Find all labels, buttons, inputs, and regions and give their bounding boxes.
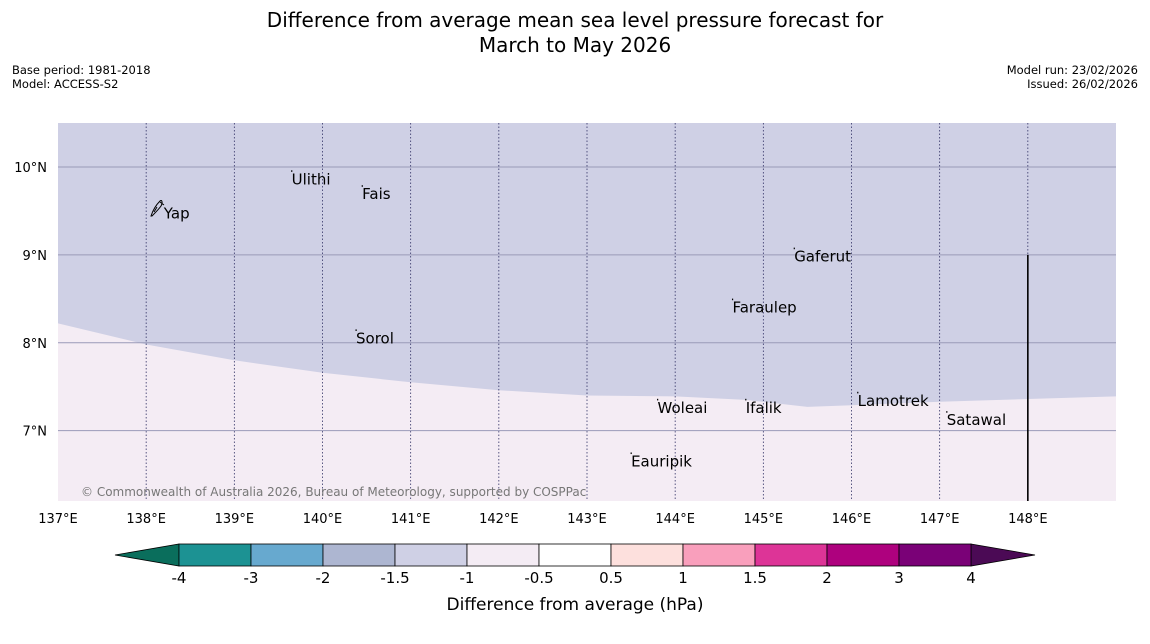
x-tick-label: 143°E [567,512,607,527]
island-marker [745,398,747,401]
x-tick-label: 144°E [655,512,695,527]
island-label: Eauripik [631,452,692,470]
island-label: Sorol [356,329,394,347]
x-tick-label: 146°E [832,512,872,527]
y-tick-label: 10°N [14,161,47,176]
island-marker [657,398,659,401]
island-marker [355,329,357,331]
island-markers: Yap Ulithi Fais Gaferut Faraulep Sorol Lamotre… [163,170,1006,470]
title-line-1: Difference from average mean sea level p… [266,8,884,32]
island-marker [361,185,363,187]
meta-left: Base period: 1981-2018 Model: ACCESS-S2 [12,63,151,91]
island-label: Ulithi [292,170,331,188]
x-tick-label: 139°E [215,512,255,527]
model-run-text: Model run: 23/02/2026 [1006,63,1138,77]
colorbar-tick-label: -0.5 [524,569,553,587]
colorbar-extend-high [970,543,1036,567]
x-tick-label: 141°E [391,512,431,527]
island-label: Gaferut [794,248,851,266]
colorbar-tick-label: -1 [460,569,475,587]
island-label: Fais [362,185,391,203]
colorbar-swatch [754,543,828,567]
colorbar-swatch [898,543,972,567]
colorbar-swatch [322,543,396,567]
colorbar-swatch [250,543,324,567]
x-tick-label: 145°E [744,512,784,527]
island-label: Woleai [658,399,708,417]
colorbar-tick-label: 1 [678,569,688,587]
y-tick-label: 7°N [23,425,48,440]
colorbar-swatch [682,543,756,567]
colorbar: -4 -3 -2 -1.5 -1 -0.5 0.5 1 1.5 2 3 4 [114,543,1036,587]
colorbar-swatch [826,543,900,567]
colorbar-tick-label: -1.5 [380,569,409,587]
colorbar-swatch [610,543,684,567]
island-marker [731,298,734,301]
colorbar-tick-label: 0.5 [599,569,623,587]
island-marker [793,247,795,250]
base-period-text: Base period: 1981-2018 [12,63,151,77]
x-tick-label: 137°E [38,512,78,527]
grid-lines [58,123,1116,501]
x-tick-label: 148°E [1008,512,1048,527]
island-marker [630,452,632,455]
y-tick-label: 8°N [23,337,48,352]
island-label: Lamotrek [858,392,929,410]
y-tick-label: 9°N [23,249,48,264]
chart-title: Difference from average mean sea level p… [0,8,1150,58]
model-text: Model: ACCESS-S2 [12,76,119,91]
x-tick-label: 142°E [479,512,519,527]
colorbar-tick-label: 4 [966,569,976,587]
island-label: Satawal [947,411,1006,429]
colorbar-tick-label: 1.5 [743,569,767,587]
island-marker [946,411,948,413]
colorbar-swatch [538,543,612,567]
issued-text: Issued: 26/02/2026 [1027,76,1138,91]
x-tick-label: 147°E [920,512,960,527]
copyright-text: © Commonwealth of Australia 2026, Bureau… [81,485,586,499]
colorbar-tick-label: 3 [894,569,904,587]
colorbar-tick-label: 2 [822,569,832,587]
island-marker [857,391,859,394]
meta-right: Model run: 23/02/2026 Issued: 26/02/2026 [1006,63,1138,91]
island-label: Yap [163,205,190,223]
colorbar-swatch [466,543,540,567]
colorbar-swatch [178,543,252,567]
x-tick-label: 138°E [126,512,166,527]
island-marker [291,170,293,172]
island-label: Ifalik [746,399,782,417]
axis-labels: 137°E 138°E 139°E 140°E 141°E 142°E 143°E 144°E… [14,161,1047,527]
yap-island-outline [150,200,165,217]
island-label: Faraulep [732,299,796,317]
title-line-2: March to May 2026 [478,33,672,57]
colorbar-label: Difference from average (hPa) [447,595,704,615]
colorbar-extend-low [114,543,180,567]
colorbar-tick-label: -3 [244,569,259,587]
colorbar-swatch [394,543,468,567]
colorbar-tick-label: -2 [316,569,331,587]
colorbar-tick-label: -4 [172,569,187,587]
x-tick-label: 140°E [303,512,343,527]
